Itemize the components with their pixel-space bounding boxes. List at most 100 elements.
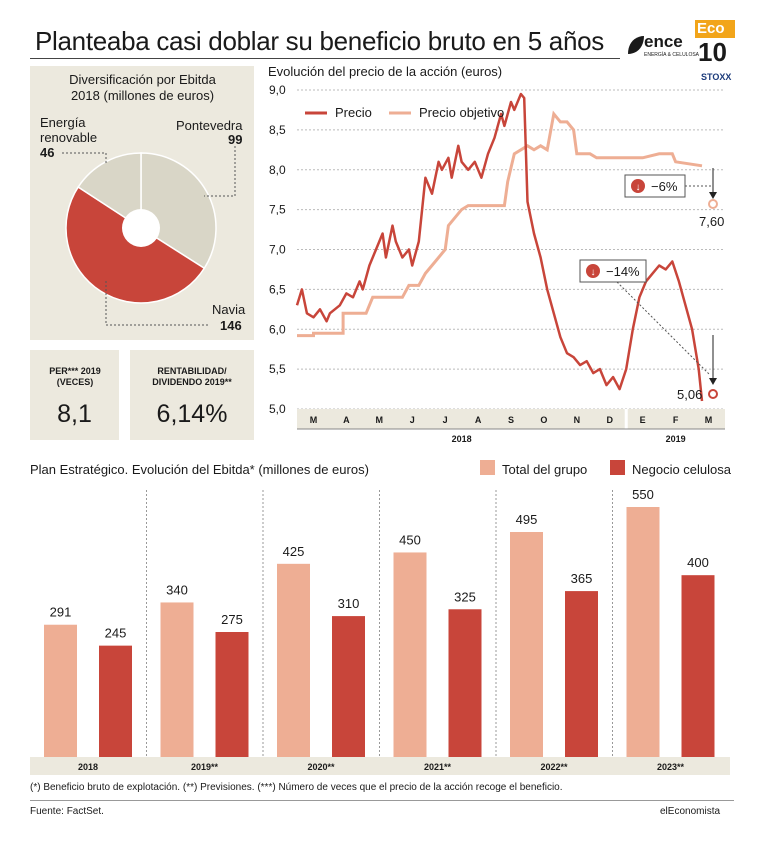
bar-negocio-celulosa: [681, 575, 715, 757]
price-chart-title: Evolución del precio de la acción (euros…: [268, 64, 503, 79]
bar-total-value: 450: [399, 532, 421, 547]
price-ytick: 5,0: [269, 402, 286, 416]
stoxx-logo: STOXX: [701, 72, 732, 82]
price-ytick: 5,5: [269, 362, 286, 376]
kpi-per-panel: [30, 350, 119, 440]
down-arrow-glyph: ↓: [591, 267, 596, 278]
legend-total-label: Total del grupo: [502, 462, 588, 477]
kpi-dividend-value: 6,14%: [156, 400, 228, 428]
bar-celulosa-value: 400: [687, 555, 709, 570]
kpi-dividend-label: RENTABILIDAD/ DIVIDENDO 2019**: [152, 366, 232, 387]
eco10-logo: Eco 10 STOXX: [695, 20, 735, 92]
eco-logo-number: 10: [698, 37, 727, 67]
price-xtick: J: [443, 415, 448, 425]
kpi-dividend-panel: [130, 350, 254, 440]
price-ytick: 9,0: [269, 83, 286, 97]
pie-label-navia: Navia: [212, 302, 246, 317]
bar-celulosa-value: 310: [338, 596, 360, 611]
year-label-2018: 2018: [452, 434, 472, 444]
kpi-per-label: PER*** 2019 (VECES): [49, 366, 101, 387]
footer-rule: [30, 800, 734, 801]
pie-chart: [62, 146, 236, 326]
down-arrow-glyph: ↓: [636, 182, 641, 193]
price-chart: 9,0 8,5 8,0 7,5 7,0 6,5 6,0 5,5 5,0 M A M J J A S O N D E F M…: [269, 83, 725, 447]
price-xtick: A: [343, 415, 350, 425]
credit: elEconomista: [660, 806, 721, 817]
callout-14-leader: [616, 281, 711, 376]
price-ytick: 6,0: [269, 322, 286, 336]
bar-total-value: 495: [516, 512, 538, 527]
price-ytick: 8,0: [269, 163, 286, 177]
bar-negocio-celulosa: [565, 591, 598, 757]
ebitda-chart-title: Plan Estratégico. Evolución del Ebitda* …: [30, 462, 369, 477]
price-xtick: J: [410, 415, 415, 425]
bar-negocio-celulosa: [448, 609, 482, 757]
bar-negocio-celulosa: [99, 645, 132, 757]
bar-total-grupo: [160, 602, 194, 757]
price-xtick: E: [640, 415, 646, 425]
ence-logo: ence ENERGÍA & CELULOSA: [626, 32, 699, 62]
price-xtick: M: [705, 415, 713, 425]
callout-6-end-value: 7,60: [699, 214, 724, 229]
legend-celulosa-swatch: [610, 460, 625, 475]
callout-14-text: −14%: [606, 264, 640, 279]
series-precio-objetivo: [297, 110, 703, 338]
bar-negocio-celulosa: [332, 616, 365, 757]
pie-label-energia: Energía renovable: [40, 115, 98, 145]
bar-negocio-celulosa: [215, 632, 249, 757]
price-xaxis-band: [297, 409, 725, 429]
bar-celulosa-value: 275: [221, 612, 243, 627]
precio-endpoint: [708, 389, 718, 399]
price-xtick: D: [607, 415, 614, 425]
bar-total-value: 425: [283, 544, 305, 559]
source: Fuente: FactSet.: [30, 806, 104, 817]
bar-total-grupo: [510, 532, 543, 757]
pie-label-pontevedra: Pontevedra: [176, 118, 243, 133]
objetivo-endpoint: [708, 199, 718, 209]
eco-logo-text: Eco: [697, 20, 725, 37]
bar-total-value: 291: [50, 605, 72, 620]
price-xtick: S: [508, 415, 514, 425]
price-xtick: M: [310, 415, 318, 425]
bar-category-label: 2022**: [540, 762, 568, 772]
leaf-icon: [628, 36, 644, 54]
bar-total-grupo: [393, 552, 427, 757]
ence-logo-sub: ENERGÍA & CELULOSA: [644, 52, 700, 58]
pie-title: Diversificación por Ebitda 2018 (millone…: [69, 72, 216, 103]
ebitda-bar-chart: 291 245 2018 340 275 2019** 425 310 2020** 450 325…: [30, 487, 730, 775]
legend-total-swatch: [480, 460, 495, 475]
legend-precio-label: Precio: [335, 105, 372, 120]
pie-value-pontevedra: 99: [228, 132, 243, 147]
callout-14-end-value: 5,06: [677, 387, 702, 402]
bar-celulosa-value: 365: [571, 571, 593, 586]
leader-pontevedra: [204, 146, 236, 197]
price-ytick: 7,5: [269, 203, 286, 217]
kpi-per-value: 8,1: [57, 400, 92, 428]
pie-hole: [122, 209, 160, 247]
bar-celulosa-value: 325: [454, 589, 476, 604]
bar-total-grupo: [626, 507, 660, 757]
bar-total-value: 340: [166, 582, 188, 597]
bar-category-label: 2019**: [191, 762, 219, 772]
callout-6-arrowhead: [709, 192, 717, 199]
pie-slice-energ-a-renovable: [77, 152, 142, 230]
price-xtick: O: [540, 415, 547, 425]
price-xtick: A: [475, 415, 482, 425]
bar-category-label: 2020**: [307, 762, 335, 772]
price-xtick: F: [673, 415, 679, 425]
series-precio: [295, 92, 704, 402]
bar-total-value: 550: [632, 487, 654, 502]
pie-value-energia: 46: [40, 145, 55, 160]
pie-value-navia: 146: [220, 318, 242, 333]
bar-category-label: 2018: [78, 762, 98, 772]
price-ytick: 7,0: [269, 243, 286, 257]
legend-celulosa-label: Negocio celulosa: [632, 462, 732, 477]
callout-14-arrowhead: [709, 378, 717, 385]
price-ytick: 6,5: [269, 282, 286, 296]
down-arrow-icon: [631, 179, 645, 193]
bar-category-label: 2023**: [657, 762, 685, 772]
page-title: Planteaba casi doblar su beneficio bruto…: [35, 26, 604, 56]
legend-objetivo-label: Precio objetivo: [419, 105, 504, 120]
bar-total-grupo: [44, 624, 77, 757]
bar-category-label: 2021**: [424, 762, 452, 772]
